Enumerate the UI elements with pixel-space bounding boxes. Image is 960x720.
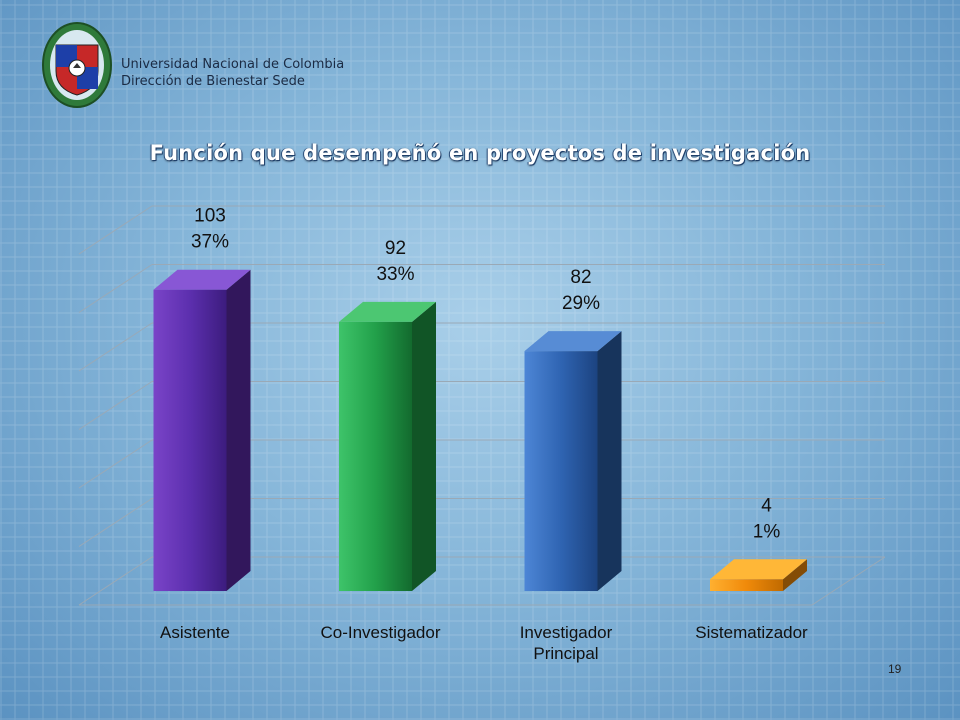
percent-label: 33% [376,264,414,285]
bar-series [153,269,807,591]
value-label: 82 [570,267,591,288]
value-label: 92 [385,238,406,259]
category-labels: Asistente Co-Investigador Investigador Prin… [160,623,808,663]
value-label: 103 [194,206,226,227]
category-label: Asistente [160,623,230,642]
bar-1 [153,269,251,591]
page-number: 19 [888,662,902,676]
chart-title: Función que desempeñó en proyectos de in… [149,141,811,165]
department-name: Dirección de Bienestar Sede [121,74,305,89]
chart-grid [78,205,886,606]
percent-label: 29% [562,293,600,314]
gridline-side [78,381,153,430]
gridline-side [78,205,153,255]
institution-name: Universidad Nacional de Colombia [121,57,345,72]
category-label: Co-Investigador [320,623,440,642]
gridline-side [78,498,153,547]
gridline-side [78,439,153,489]
university-seal-logo [42,22,112,108]
category-label: Investigador Principal [520,623,613,663]
data-labels: 103 37% 92 33% 82 29% 4 1% [191,206,780,543]
institution-header: Universidad Nacional de Colombia Direcci… [121,56,344,90]
bar-3 [524,331,622,591]
bar-4 [710,559,807,591]
floor-right-edge [811,556,886,606]
gridline-side [78,322,153,372]
percent-label: 1% [753,521,781,542]
bar-2 [339,301,436,591]
gridline-side [78,556,153,606]
value-label: 4 [761,495,772,516]
percent-label: 37% [191,232,229,253]
category-label: Sistematizador [695,623,808,642]
gridline-side [78,264,153,313]
